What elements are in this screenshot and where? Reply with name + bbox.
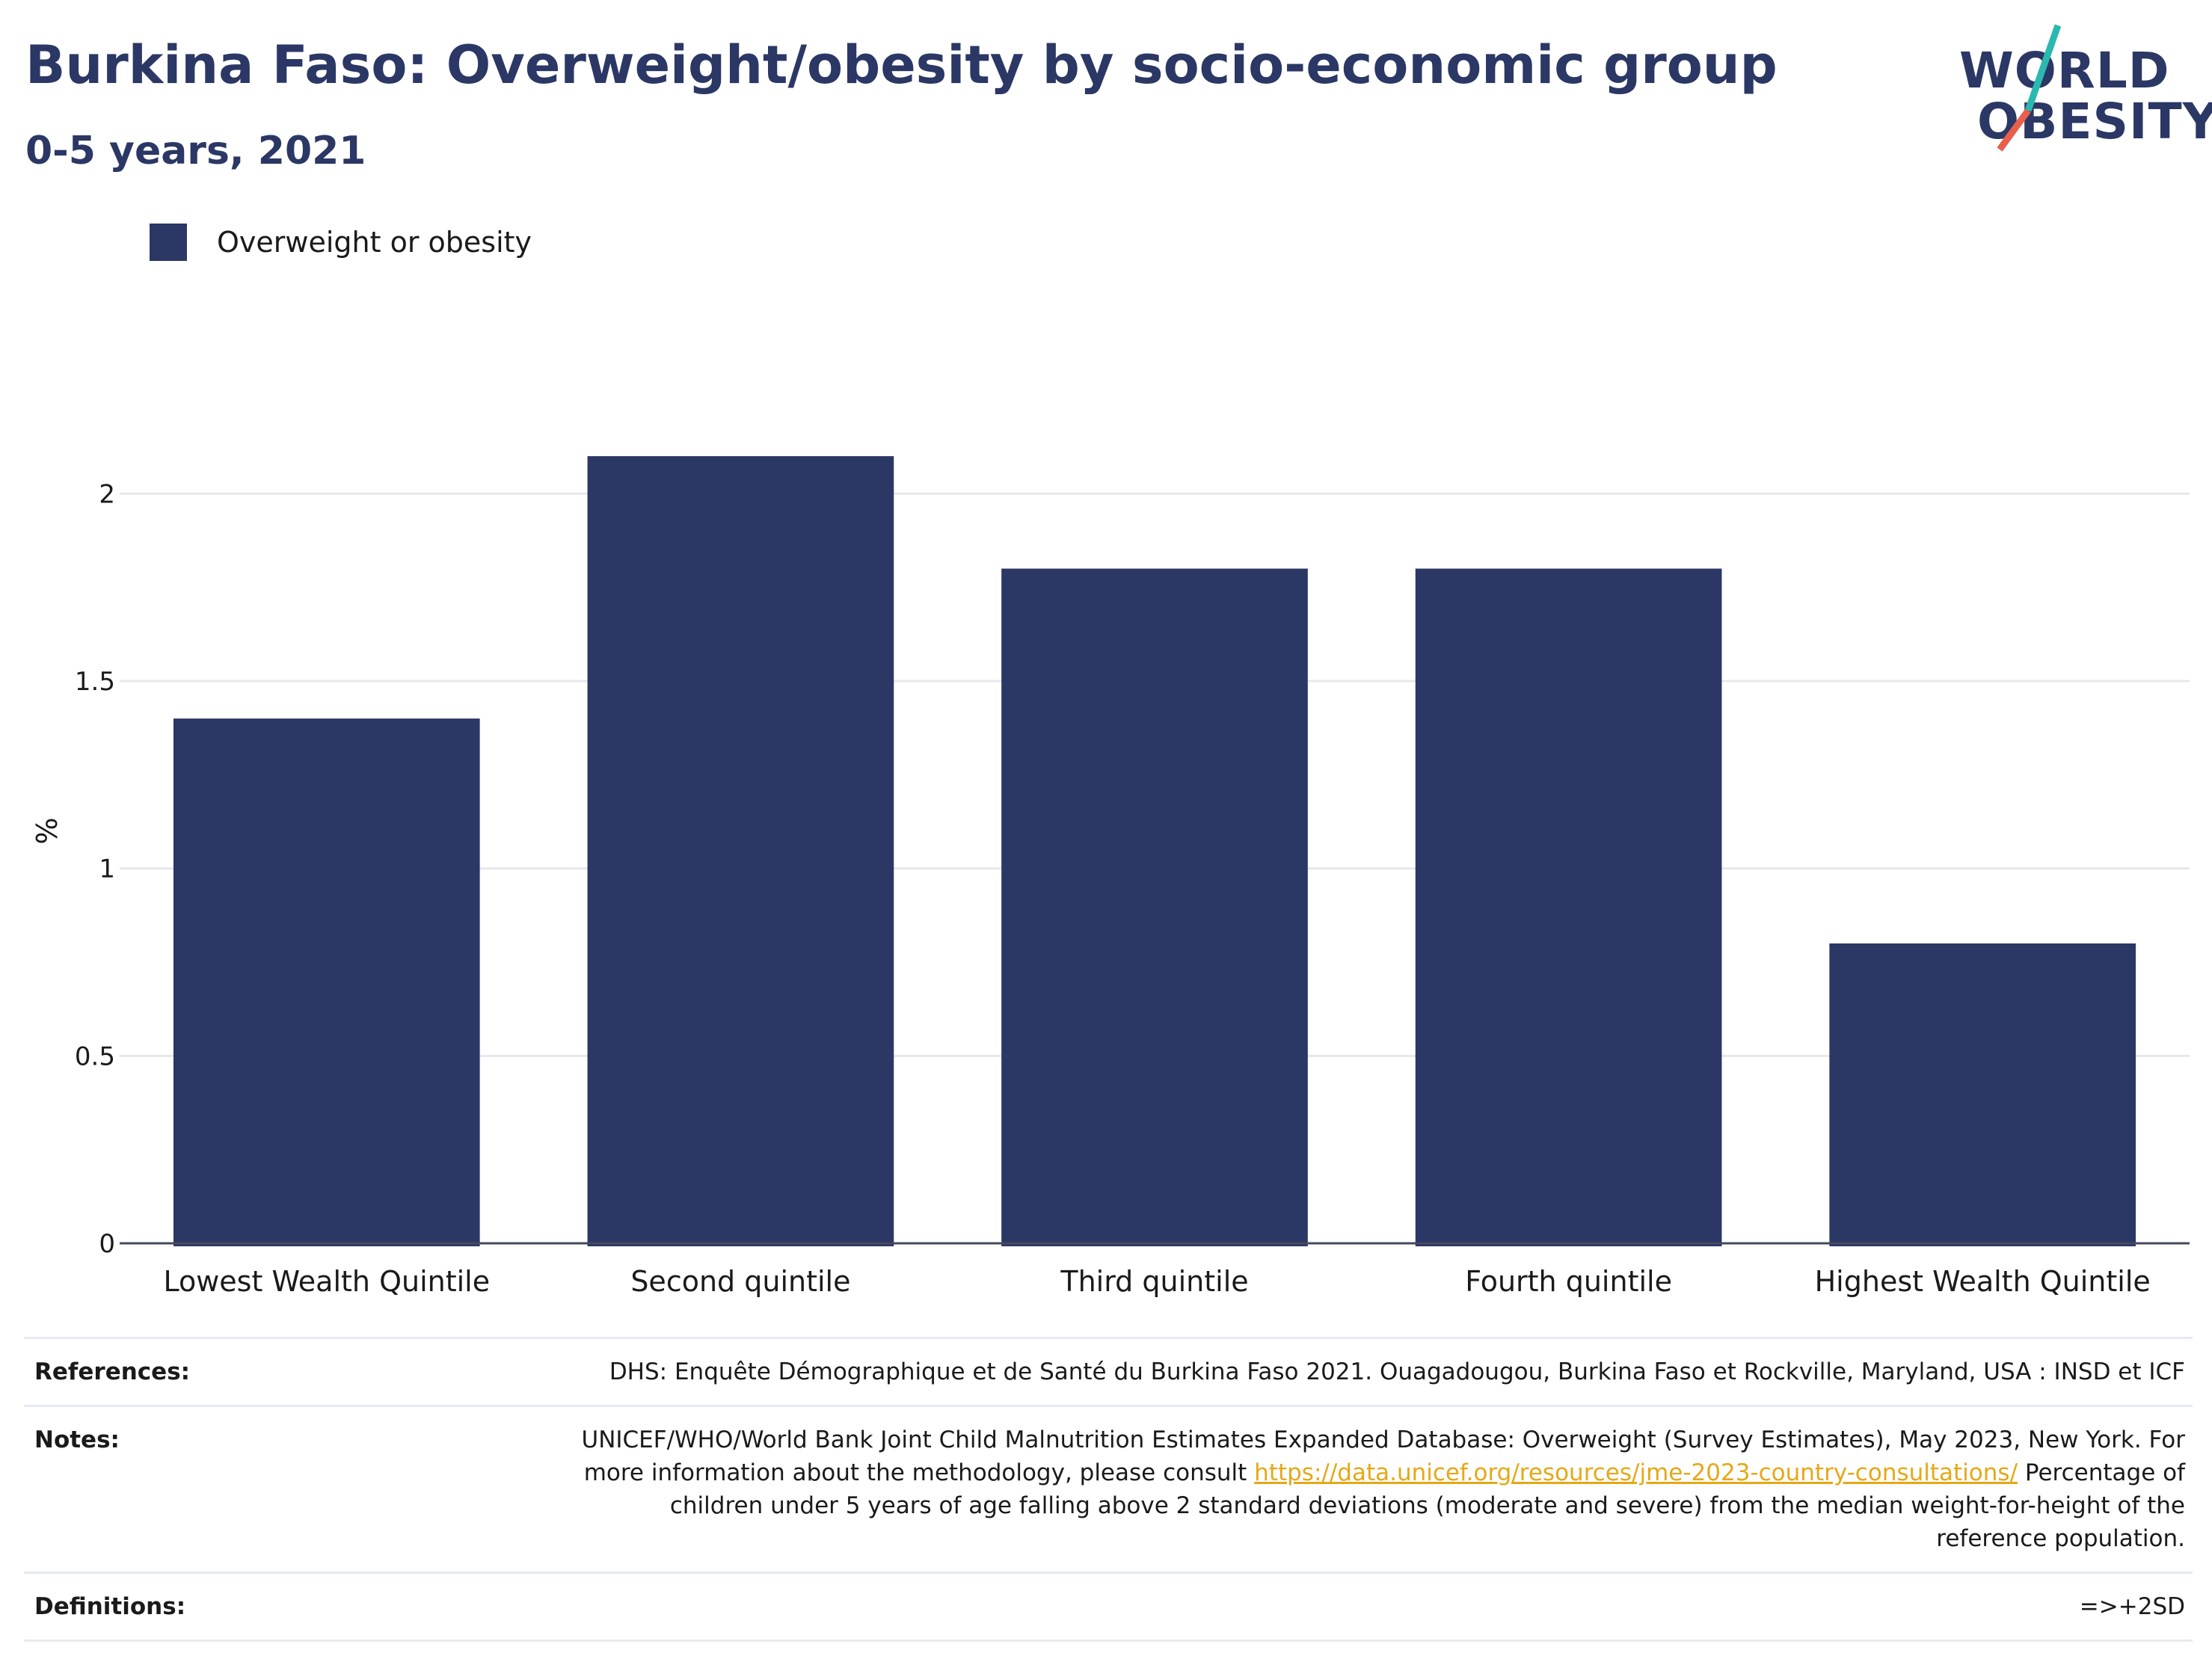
y-tick-label: 1 [99,855,115,884]
bar-chart: 0 0.5 1 1.5 2% Lowest Wealth Quintile Second q… [31,456,2190,1298]
chart-title: Burkina Faso: Overweight/obesity by soci… [25,34,1778,96]
y-tick-label: 2 [99,479,115,509]
references-row: References: DHS: Enquête Démographique e… [24,1337,2193,1405]
x-tick-label: Third quintile [1060,1265,1248,1298]
legend: Overweight or obesity [150,223,532,262]
notes-row: Notes: UNICEF/WHO/World Bank Joint Child… [24,1405,2193,1572]
definitions-label: Definitions: [34,1593,186,1620]
logo-slash-icon [1997,24,2062,152]
notes-table: References: DHS: Enquête Démographique e… [24,1337,2193,1642]
logo-word-world: WORLD [1959,42,2170,99]
y-tick-label: 1.5 [75,667,115,697]
notes-text: UNICEF/WHO/World Bank Joint Child Malnut… [555,1423,2186,1555]
definitions-text: =>+2SD [2079,1593,2185,1620]
y-tick-label: 0.5 [75,1041,115,1071]
definitions-row: Definitions: =>+2SD [24,1572,2193,1642]
bar [1415,568,1722,1246]
bar [587,456,894,1246]
legend-label: Overweight or obesity [217,226,532,259]
bar [173,718,480,1246]
notes-label: Notes: [34,1426,120,1453]
x-tick-label: Second quintile [630,1265,850,1298]
x-tick-label: Fourth quintile [1465,1265,1672,1298]
bar [1001,568,1308,1246]
x-tick-label: Highest Wealth Quintile [1815,1265,2151,1298]
references-text: DHS: Enquête Démographique et de Santé d… [609,1358,2185,1385]
x-tick-label: Lowest Wealth Quintile [163,1265,490,1298]
methodology-link[interactable]: https://data.unicef.org/resources/jme-20… [1254,1459,2018,1486]
chart-subtitle: 0-5 years, 2021 [25,129,366,173]
legend-swatch [150,224,187,261]
notes-text-source: UNICEF/WHO/World Bank Joint Child Malnut… [581,1426,2186,1486]
y-axis-title: % [31,817,64,844]
notes-text-definition: Percentage of children under 5 years of … [669,1459,2185,1552]
y-tick-label: 0 [99,1229,115,1259]
references-label: References: [34,1358,191,1385]
world-obesity-logo: WORLD OBESITY [1944,22,2212,157]
bar [1829,943,2136,1246]
